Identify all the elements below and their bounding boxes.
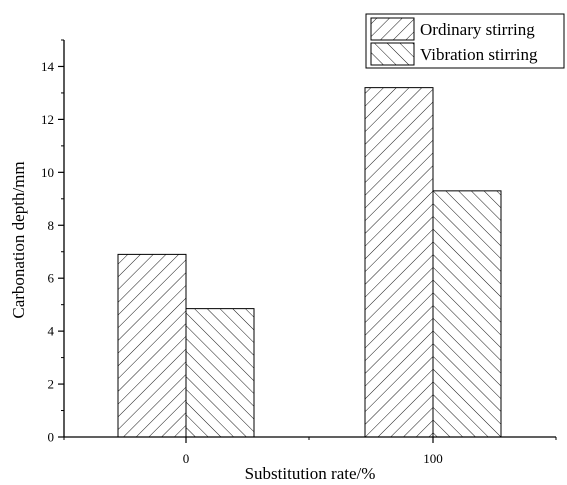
legend-swatch-ordinary-stirring bbox=[370, 17, 415, 41]
y-tick-label: 6 bbox=[48, 271, 55, 286]
legend-swatch-vibration-stirring bbox=[370, 42, 415, 66]
y-tick-label: 4 bbox=[48, 324, 55, 339]
legend: Ordinary stirring Vibration stirring bbox=[365, 13, 565, 69]
bar-vibration-stirring-0 bbox=[185, 308, 255, 438]
y-tick-label: 2 bbox=[48, 377, 55, 392]
x-tick-label: 100 bbox=[423, 451, 443, 466]
y-tick-label: 12 bbox=[41, 112, 54, 127]
x-tick-label: 0 bbox=[183, 451, 190, 466]
y-axis-title: Carbonation depth/mm bbox=[9, 161, 28, 318]
y-tick-label: 8 bbox=[48, 218, 55, 233]
y-tick-label: 10 bbox=[41, 165, 54, 180]
bar-ordinary-stirring-100 bbox=[364, 87, 434, 438]
x-axis-title: Substitution rate/% bbox=[245, 464, 376, 483]
x-ticks: 0 100 bbox=[63, 437, 557, 466]
legend-label-ordinary-stirring: Ordinary stirring bbox=[420, 20, 535, 39]
bar-ordinary-stirring-0 bbox=[117, 253, 187, 438]
y-tick-label: 0 bbox=[48, 430, 55, 445]
legend-label-vibration-stirring: Vibration stirring bbox=[420, 45, 538, 64]
bars bbox=[117, 87, 502, 438]
y-tick-label: 14 bbox=[41, 59, 55, 74]
bar-vibration-stirring-100 bbox=[432, 190, 502, 438]
y-ticks: 0 2 4 6 8 10 12 14 bbox=[41, 39, 64, 445]
